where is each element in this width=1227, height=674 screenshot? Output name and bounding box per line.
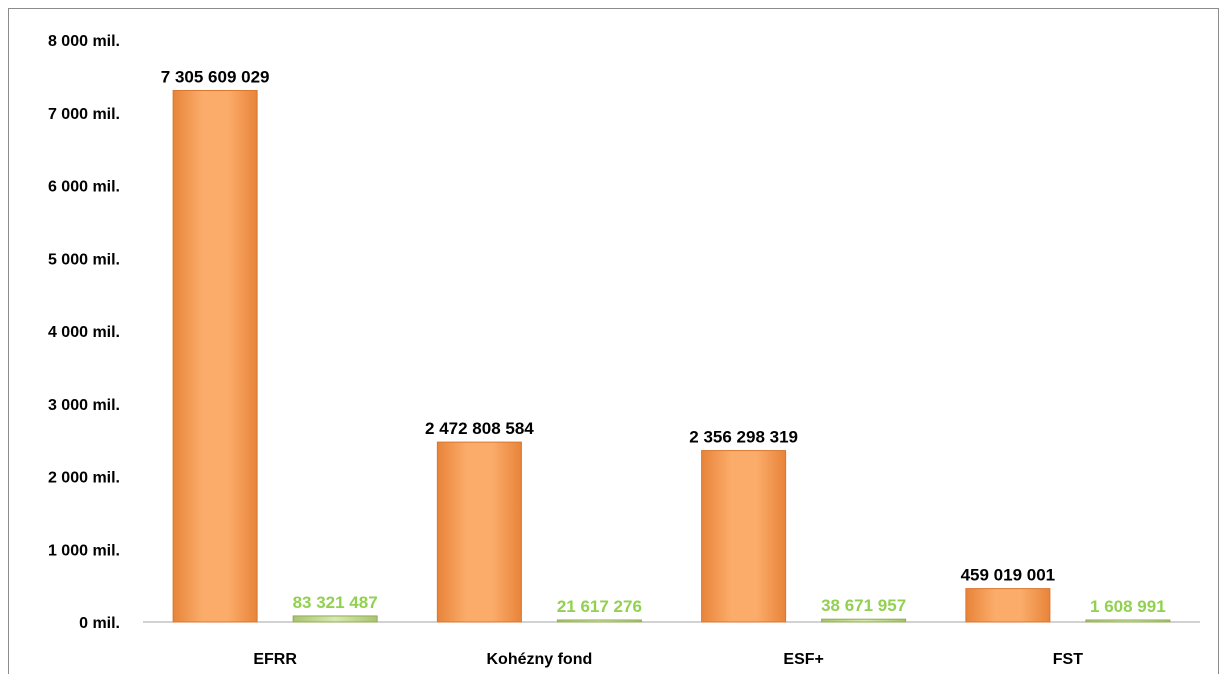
y-tick-label: 3 000 mil.	[48, 397, 120, 414]
y-tick-label: 2 000 mil.	[48, 470, 120, 487]
data-labels: 7 305 609 029 83 321 487 2 472 808 584 21 6…	[161, 68, 1166, 616]
x-axis: EFRR Kohézny fond ESF+ FST	[253, 651, 1083, 668]
bar-series1-0	[172, 90, 258, 623]
data-label-series1-0: 7 305 609 029	[161, 68, 270, 87]
bar-series2-1	[556, 619, 642, 623]
bar-series2-0	[292, 615, 378, 623]
x-tick-label: FST	[1053, 651, 1083, 668]
y-axis: 0 mil. 1 000 mil. 2 000 mil. 3 000 mil. 4 00…	[48, 33, 1200, 632]
y-tick-label: 7 000 mil.	[48, 106, 120, 123]
bar-series2-3	[1085, 619, 1171, 623]
y-tick-label: 1 000 mil.	[48, 542, 120, 559]
y-tick-label: 4 000 mil.	[48, 324, 120, 341]
data-label-series1-3: 459 019 001	[961, 566, 1056, 585]
bars-group	[172, 90, 1171, 623]
data-label-series2-3: 1 608 991	[1090, 597, 1166, 616]
data-label-series2-0: 83 321 487	[293, 593, 378, 612]
x-tick-label: Kohézny fond	[486, 651, 592, 668]
y-tick-label: 8 000 mil.	[48, 33, 120, 50]
y-tick-label: 6 000 mil.	[48, 179, 120, 196]
x-tick-label: EFRR	[253, 651, 297, 668]
y-tick-label: 5 000 mil.	[48, 251, 120, 268]
data-label-series2-1: 21 617 276	[557, 597, 642, 616]
data-label-series1-2: 2 356 298 319	[689, 428, 798, 447]
data-label-series1-1: 2 472 808 584	[425, 419, 534, 438]
data-label-series2-2: 38 671 957	[821, 596, 906, 615]
x-tick-label: ESF+	[783, 651, 823, 668]
bar-series1-3	[965, 588, 1051, 623]
bar-series1-2	[701, 450, 787, 623]
y-tick-label: 0 mil.	[79, 615, 120, 632]
bar-series1-1	[436, 441, 522, 623]
bar-series2-2	[821, 618, 907, 623]
